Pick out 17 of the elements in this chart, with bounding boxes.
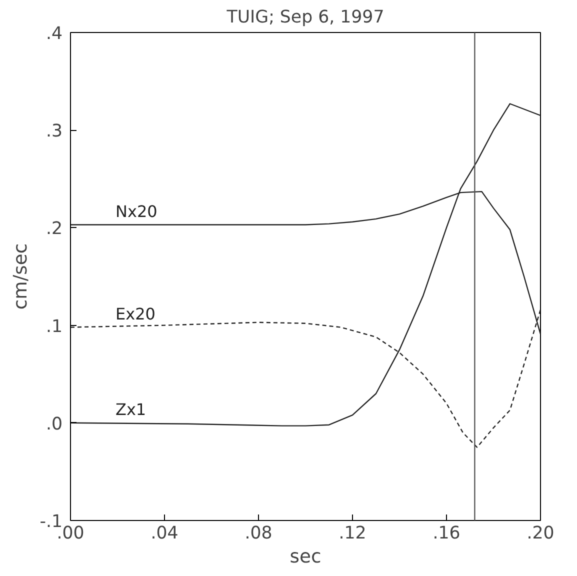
y-tick-label: .4 — [46, 24, 63, 44]
x-tick-label: .20 — [526, 524, 554, 544]
series-label: Zx1 — [116, 400, 146, 419]
y-tick-label: .0 — [46, 414, 63, 434]
y-axis-title: cm/sec — [10, 243, 32, 310]
y-tick-label: .1 — [46, 316, 63, 337]
x-tick-label: .04 — [150, 524, 178, 544]
x-tick-label: .16 — [432, 524, 460, 544]
series-label: Ex20 — [116, 304, 156, 324]
x-tick-label: .08 — [244, 524, 272, 544]
y-tick-label: -.1 — [40, 512, 63, 532]
x-tick-label: .12 — [338, 524, 366, 544]
y-tick-label: .2 — [46, 219, 63, 240]
y-tick-label: .3 — [46, 122, 63, 142]
chart-title: TUIG; Sep 6, 1997 — [226, 8, 384, 28]
series-label: Nx20 — [116, 202, 158, 221]
x-axis-title: sec — [290, 546, 322, 568]
